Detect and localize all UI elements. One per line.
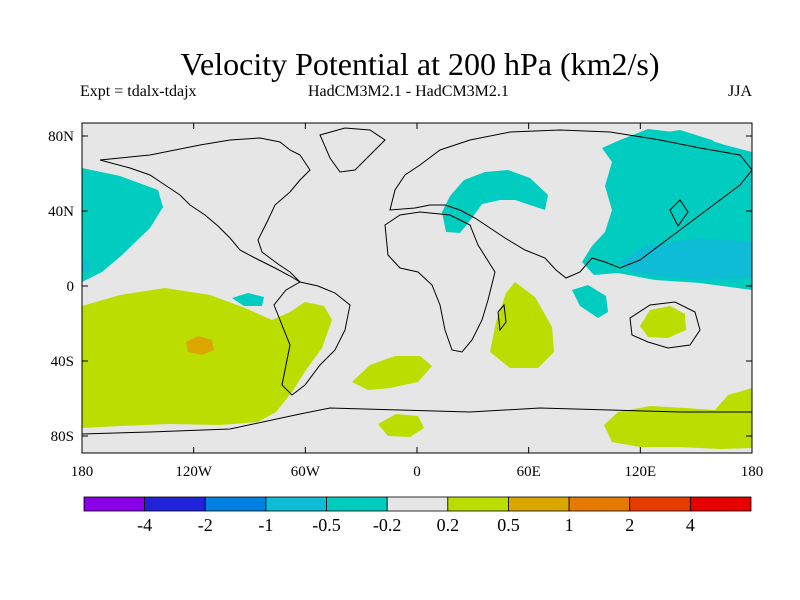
lat-tick-label: 40S <box>51 354 74 370</box>
pos-region-south-pacific <box>82 288 332 428</box>
neg-region-middle-east <box>442 170 548 233</box>
lat-tick-label: 80S <box>51 429 74 445</box>
colorbar-swatch <box>689 496 752 512</box>
colorbar-label: 0.2 <box>437 515 460 535</box>
colorbar-label: -4 <box>137 515 152 535</box>
neg1-region-asia <box>620 238 752 280</box>
lat-tick-label: 80N <box>48 129 74 145</box>
colorbar-swatch <box>386 496 449 512</box>
coast-africa <box>384 211 496 353</box>
coastlines <box>82 127 752 435</box>
colorbar-swatch <box>447 496 509 512</box>
colorbar-swatch <box>568 496 631 512</box>
coast-madagascar <box>497 303 507 332</box>
pos-region-south-atlantic-small <box>378 414 424 437</box>
lon-tick-label: 120E <box>624 464 656 480</box>
longitude-axis: 180 120W 60W 0 60E 120E 180 <box>71 123 764 480</box>
neg-region-northeast-pacific <box>82 168 163 282</box>
coast-antarctica <box>82 407 752 435</box>
coast-greenland <box>319 127 386 173</box>
lon-tick-label: 60E <box>517 464 541 480</box>
colorbar-label: -0.2 <box>373 515 402 535</box>
colorbar-label: -1 <box>258 515 273 535</box>
colorbar-swatch <box>83 496 146 512</box>
coast-australia <box>629 301 701 349</box>
pos-region-indian-ocean <box>490 282 554 368</box>
lon-tick-label: 120W <box>175 464 213 480</box>
contour-fields <box>82 129 752 449</box>
lat-tick-label: 40N <box>48 204 74 220</box>
colorbar-swatch <box>144 496 206 512</box>
colorbar-swatch <box>508 496 570 512</box>
lon-tick-label: 180 <box>741 464 764 480</box>
colorbar-swatch <box>204 496 267 512</box>
neg1-region-dateline <box>82 260 90 272</box>
colorbar-label: -0.5 <box>312 515 341 535</box>
pos-region-australia <box>640 306 686 338</box>
colorbar-label: 2 <box>625 515 634 535</box>
model-label: HadCM3M2.1 - HadCM3M2.1 <box>308 83 509 100</box>
coast-japan <box>669 199 689 227</box>
lon-tick-label: 60W <box>291 464 321 480</box>
latitude-axis: 80N 40N 0 40S 80S <box>48 129 752 445</box>
colorbar-label: 0.5 <box>497 515 520 535</box>
experiment-label: Expt = tdalx-tdajx <box>80 83 197 100</box>
chart-title: Velocity Potential at 200 hPa (km2/s) <box>180 46 660 82</box>
colorbar-label: 1 <box>565 515 574 535</box>
neg-region-eastern-pacific <box>232 293 264 306</box>
colorbar-swatch <box>326 496 388 512</box>
coast-eurasia <box>389 129 752 279</box>
pos05-region-south-pacific <box>186 336 214 355</box>
colorbar-label: 4 <box>686 515 695 535</box>
lat-tick-label: 0 <box>67 279 75 295</box>
lon-tick-label: 0 <box>413 464 421 480</box>
colorbar-swatch <box>265 496 327 512</box>
colorbar-swatch <box>629 496 691 512</box>
coast-north-america <box>99 137 311 283</box>
lon-tick-label: 180 <box>71 464 94 480</box>
pos-region-antarctic-south <box>604 388 752 449</box>
neg-region-indonesia-west <box>572 285 608 318</box>
season-label: JJA <box>728 83 753 100</box>
coast-south-america <box>273 281 351 396</box>
pos-region-south-atlantic <box>352 356 432 390</box>
colorbar-label: -2 <box>198 515 213 535</box>
